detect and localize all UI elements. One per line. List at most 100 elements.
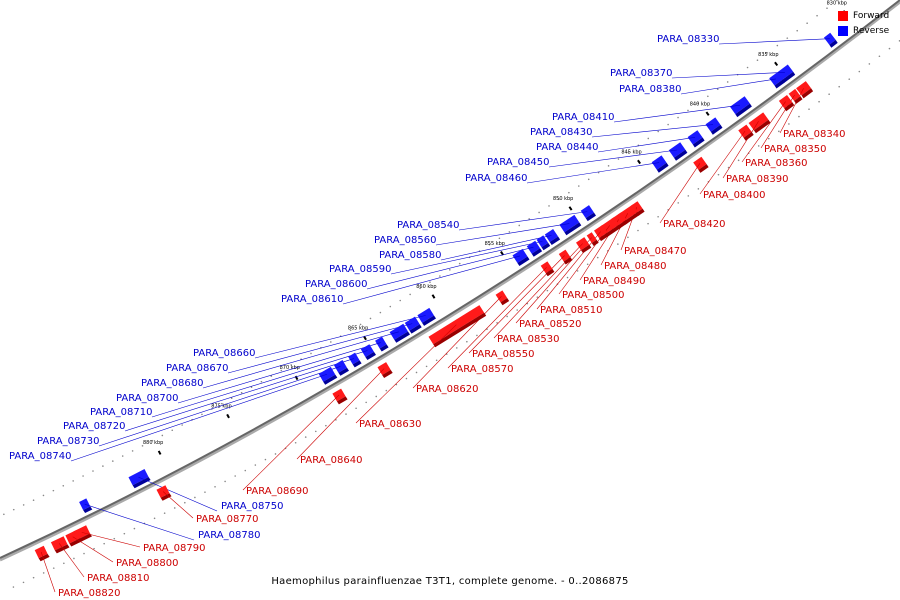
minor-tick-dot xyxy=(848,78,851,80)
reverse-gene-leader xyxy=(671,72,785,79)
forward-gene-block-shade xyxy=(433,312,487,348)
legend-forward: Forward xyxy=(838,8,889,23)
minor-tick-dot xyxy=(234,475,236,477)
reverse-gene-leader xyxy=(70,373,328,462)
reverse-gene-label: PARA_08440 xyxy=(536,142,598,153)
minor-tick-dot xyxy=(667,123,669,126)
minor-tick-dot xyxy=(508,231,511,233)
reverse-gene-block-shade xyxy=(710,124,723,135)
reverse-gene-block-shade xyxy=(774,79,785,89)
minor-tick-dot xyxy=(836,0,838,2)
reverse-gene-leader xyxy=(138,476,218,512)
reverse-gene-leader xyxy=(613,104,741,123)
reverse-gene-label: PARA_08710 xyxy=(90,407,152,418)
reverse-gene-block-shade xyxy=(656,162,669,173)
minor-tick-dot xyxy=(173,507,176,509)
reverse-gene-leader xyxy=(440,235,552,261)
reverse-gene-block-shade xyxy=(549,236,561,245)
reverse-gene-label: PARA_08700 xyxy=(116,393,178,404)
minor-tick-dot xyxy=(677,116,679,119)
forward-gene-leader xyxy=(447,267,547,369)
reverse-gene-block-shade xyxy=(541,242,551,251)
minor-tick-dot xyxy=(42,494,45,497)
minor-tick-dot xyxy=(113,537,116,540)
minor-tick-dot xyxy=(617,243,619,245)
reverse-gene-block xyxy=(823,32,836,45)
minor-tick-dot xyxy=(12,508,15,511)
forward-gene-block-shade xyxy=(563,257,573,265)
tick-label: 835 kbp xyxy=(758,52,778,58)
minor-tick-dot xyxy=(240,391,243,394)
reverse-gene-leader xyxy=(591,124,714,138)
minor-tick-dot xyxy=(757,145,760,147)
reverse-gene-block xyxy=(687,130,703,145)
minor-tick-dot xyxy=(637,229,639,232)
forward-gene-block-shade xyxy=(743,131,754,141)
forward-gene-block-shade xyxy=(160,493,172,501)
minor-tick-dot xyxy=(647,222,649,225)
minor-tick-dot xyxy=(325,424,327,427)
minor-tick-dot xyxy=(63,562,65,565)
minor-tick-dot xyxy=(546,289,549,292)
minor-tick-dot xyxy=(516,309,519,311)
minor-tick-dot xyxy=(677,202,680,204)
minor-tick-dot xyxy=(151,439,154,442)
reverse-gene-block-shade xyxy=(735,103,752,118)
minor-tick-dot xyxy=(280,369,283,372)
legend: Forward Reverse xyxy=(838,8,889,38)
minor-tick-dot xyxy=(389,305,392,308)
map-caption: Haemophilus parainfluenzae T3T1, complet… xyxy=(271,576,629,587)
reverse-gene-block xyxy=(776,64,794,81)
minor-tick-dot xyxy=(161,434,164,437)
tick-label: 860 kbp xyxy=(416,284,436,290)
minor-tick-dot xyxy=(32,499,35,501)
legend-reverse-label: Reverse xyxy=(853,25,890,36)
forward-gene-label: PARA_08500 xyxy=(562,290,624,301)
reverse-gene-leader xyxy=(84,503,195,541)
forward-gene-leader xyxy=(412,296,502,389)
minor-tick-dot xyxy=(878,55,881,58)
forward-gene-label: PARA_08810 xyxy=(87,573,149,584)
minor-tick-dot xyxy=(22,581,25,584)
minor-tick-dot xyxy=(766,52,769,54)
tick-label: 870 kbp xyxy=(280,365,300,371)
minor-tick-dot xyxy=(538,211,540,214)
minor-tick-dot xyxy=(83,552,85,555)
minor-tick-dot xyxy=(737,159,740,162)
minor-tick-dot xyxy=(566,276,569,279)
reverse-gene-label: PARA_08660 xyxy=(193,348,255,359)
forward-gene-label: PARA_08530 xyxy=(497,334,559,345)
forward-gene-leader xyxy=(162,491,194,519)
reverse-gene-label: PARA_08730 xyxy=(37,436,99,447)
minor-tick-dot xyxy=(153,517,156,520)
minor-tick-dot xyxy=(359,323,362,326)
minor-tick-dot xyxy=(476,334,478,337)
reverse-gene-leader xyxy=(98,366,341,447)
reverse-gene-leader xyxy=(597,137,696,153)
minor-tick-dot xyxy=(375,395,378,398)
minor-tick-dot xyxy=(270,375,273,377)
minor-tick-dot xyxy=(304,436,307,438)
minor-tick-dot xyxy=(290,364,292,366)
tick-label: 880 kbp xyxy=(143,440,163,446)
minor-tick-dot xyxy=(32,576,35,579)
minor-tick-dot xyxy=(82,475,84,477)
minor-tick-dot xyxy=(888,47,891,50)
minor-tick-dot xyxy=(260,380,263,383)
minor-tick-dot xyxy=(687,195,690,197)
forward-gene-label: PARA_08340 xyxy=(783,129,845,140)
reverse-gene-block-shade xyxy=(564,222,582,236)
minor-tick-dot xyxy=(111,460,114,462)
tick-mark xyxy=(500,251,504,256)
forward-gene-leader xyxy=(40,551,56,593)
minor-tick-dot xyxy=(224,480,226,483)
minor-tick-dot xyxy=(399,299,402,302)
minor-tick-dot xyxy=(62,484,65,487)
minor-tick-dot xyxy=(577,185,580,187)
reverse-gene-block-shade xyxy=(365,351,376,360)
forward-gene-label: PARA_08690 xyxy=(246,486,308,497)
reverse-gene-block-shade xyxy=(829,39,838,48)
reverse-gene-block-shade xyxy=(781,71,796,84)
minor-tick-dot xyxy=(576,270,579,272)
minor-tick-dot xyxy=(201,413,203,416)
